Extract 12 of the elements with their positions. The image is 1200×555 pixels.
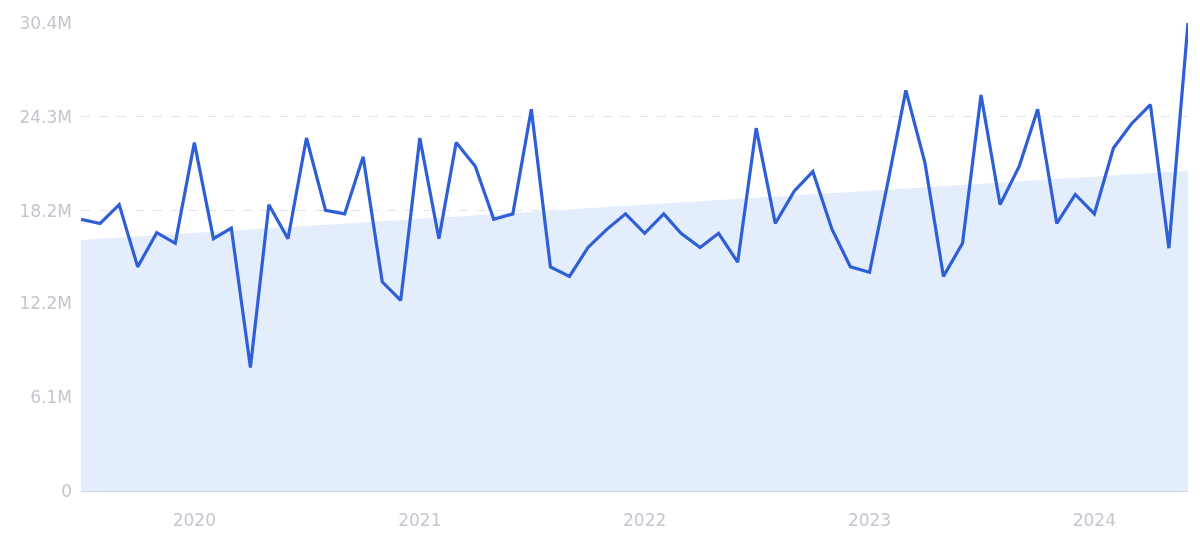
x-tick-label: 2022	[623, 510, 667, 531]
x-tick-label: 2020	[172, 510, 216, 531]
x-tick-label: 2024	[1072, 510, 1116, 531]
y-tick-label: 12.2M	[19, 293, 72, 314]
y-tick-label: 6.1M	[30, 387, 72, 408]
y-tick-label: 0	[61, 480, 72, 501]
y-tick-label: 30.4M	[19, 12, 72, 33]
x-tick-label: 2023	[847, 510, 892, 531]
x-tick-label: 2021	[398, 510, 442, 531]
line-series	[81, 23, 1188, 370]
y-tick-label: 18.2M	[19, 200, 72, 221]
y-tick-label: 24.3M	[19, 106, 72, 127]
